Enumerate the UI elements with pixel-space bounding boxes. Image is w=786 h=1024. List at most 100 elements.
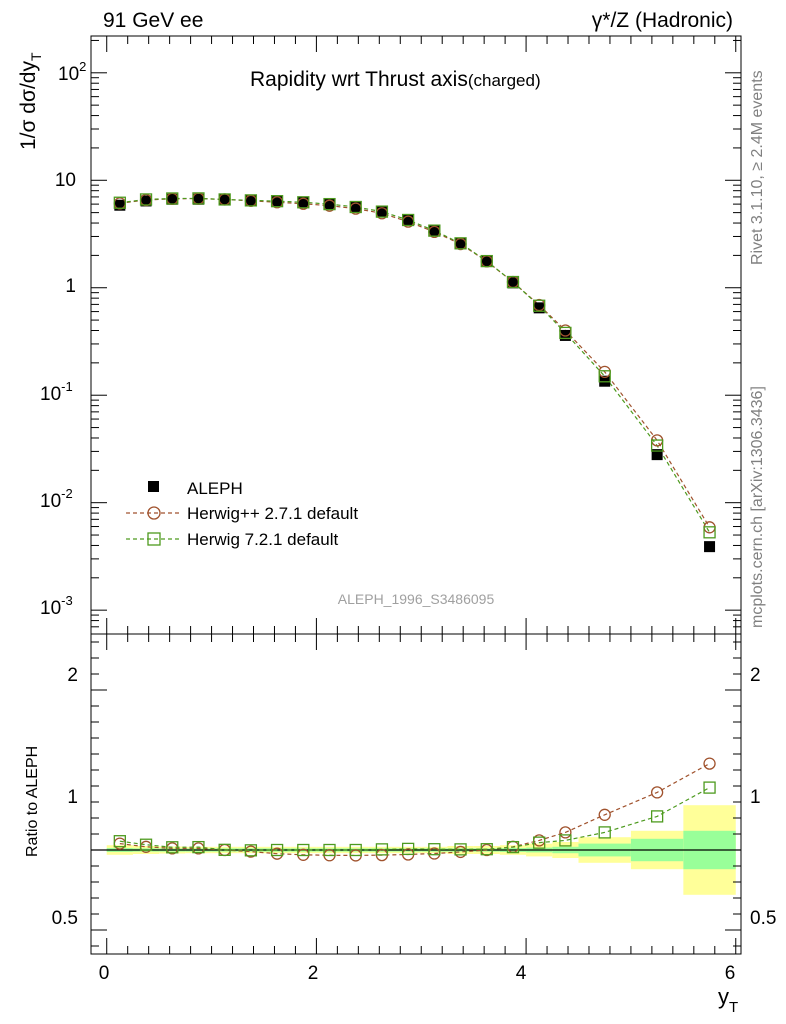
data-point-herwig7	[480, 254, 493, 268]
data-point-aleph	[245, 194, 257, 206]
ratio-point-herwig7	[480, 843, 493, 856]
data-point-aleph	[166, 193, 178, 205]
data-point-aleph	[297, 196, 309, 208]
ratio-point-herwig7	[703, 781, 716, 794]
data-point-herwig7	[533, 299, 546, 312]
data-point-aleph	[140, 195, 152, 207]
data-point-aleph	[704, 541, 716, 553]
data-point-aleph	[402, 214, 414, 226]
data-point-aleph	[481, 255, 493, 267]
ratio-y-tick-label-0p5: 0.5	[52, 908, 78, 929]
data-point-herwig7	[244, 194, 258, 207]
ratio-point-herwig7	[113, 835, 126, 848]
ratio-y-tick-label-right-1: 1	[750, 787, 761, 808]
data-point-herwig7	[349, 200, 362, 214]
main-axis-ticks	[91, 36, 741, 635]
y-axis-label: 1/σ dσ/dyT	[17, 52, 44, 150]
data-point-herwig7	[218, 193, 231, 206]
ratio-y-tick-label-right-2: 2	[750, 665, 761, 686]
ratio-point-herwig7	[139, 838, 153, 851]
data-point-herwig7	[192, 192, 205, 205]
y-tick-label-0p001: 10-3	[40, 593, 73, 619]
data-point-herwig7	[270, 195, 284, 208]
ratio-point-herwigpp	[598, 808, 611, 821]
legend-marker-aleph	[148, 481, 159, 492]
legend-label-aleph: ALEPH	[187, 479, 243, 498]
ratio-point-herwig7	[270, 843, 284, 857]
data-point-herwig7	[454, 237, 467, 250]
data-point-aleph	[114, 199, 126, 211]
ratio-point-herwig7	[349, 843, 362, 857]
ratio-y-tick-label-1: 1	[67, 787, 78, 808]
ratio-axis-ticks	[91, 634, 741, 954]
data-point-herwig7	[703, 526, 716, 539]
header-right: γ*/Z (Hadronic)	[592, 9, 733, 32]
data-point-aleph	[350, 201, 362, 213]
y-tick-label-10: 10	[55, 170, 76, 191]
data-point-herwig7	[650, 439, 664, 452]
legend-label-herwigpp: Herwig++ 2.7.1 default	[187, 504, 358, 523]
data-point-aleph	[376, 206, 388, 218]
ratio-y-axis-label: Ratio to ALEPH	[24, 746, 41, 857]
ratio-panel: 2 1 0.5 2 1 0.5 Ratio to ALEPH 0 2 4 6 y…	[24, 633, 776, 1016]
data-point-aleph	[651, 449, 663, 461]
ratio-uncertainty-bands	[91, 805, 741, 895]
ratio-point-herwig7	[533, 836, 546, 849]
data-point-aleph	[455, 238, 467, 250]
ratio-point-herwig7	[401, 842, 415, 856]
y-tick-label-0p1: 10-1	[40, 379, 73, 405]
data-point-herwig7	[323, 197, 336, 211]
data-point-herwig7	[559, 326, 572, 340]
data-point-aleph	[324, 198, 336, 210]
series-line-2	[119, 197, 711, 533]
x-tick-label-0: 0	[99, 963, 110, 984]
header-left: 91 GeV ee	[103, 9, 203, 32]
ratio-point-herwig7	[192, 840, 205, 854]
x-tick-label-2: 2	[308, 963, 319, 984]
rivet-label: Rivet 3.1.10, ≥ 2.4M events	[749, 70, 766, 265]
data-point-herwig7	[297, 196, 310, 209]
x-axis-label: yT	[718, 984, 738, 1016]
main-y-tick-labels: 102 10 1 10-1 10-2 10-3	[40, 59, 86, 619]
data-point-herwig7	[506, 275, 520, 289]
ratio-point-herwig7	[559, 834, 572, 847]
x-tick-label-6: 6	[725, 963, 736, 984]
main-panel: 102 10 1 10-1 10-2 10-3 1/σ dσ/dyT Rapid…	[17, 35, 742, 635]
ratio-point-herwigpp	[703, 757, 716, 770]
data-point-aleph	[507, 277, 519, 289]
ratio-point-herwig7	[506, 840, 520, 854]
data-point-aleph	[533, 302, 545, 314]
ratio-plot-frame	[90, 633, 742, 955]
y-tick-label-1: 1	[65, 276, 76, 297]
ratio-point-herwig7	[650, 810, 664, 823]
data-point-aleph	[192, 193, 204, 205]
legend: ALEPH Herwig++ 2.7.1 default Herwig 7.2.…	[126, 479, 358, 549]
mcplots-label: mcplots.cern.ch [arXiv:1306.3436]	[749, 386, 766, 628]
ratio-point-herwig7	[244, 844, 258, 857]
main-data-marks	[113, 192, 716, 553]
data-point-herwig7	[166, 192, 179, 205]
ratio-point-herwigpp	[559, 826, 572, 839]
data-point-herwig7	[375, 205, 389, 218]
data-point-aleph	[219, 194, 231, 206]
ratio-point-herwig7	[297, 843, 310, 857]
ratio-point-herwig7	[375, 843, 389, 856]
x-tick-label-4: 4	[516, 963, 527, 984]
series-line-1	[119, 198, 711, 528]
legend-label-herwig7: Herwig 7.2.1 default	[187, 530, 338, 549]
chart-title: Rapidity wrt Thrust axis(charged)	[250, 68, 541, 91]
legend-marker-herwigpp	[147, 506, 161, 520]
y-tick-label-100: 102	[58, 59, 86, 85]
data-point-herwig7	[401, 213, 415, 227]
ratio-y-tick-label-right-0p5: 0.5	[750, 908, 776, 929]
ratio-point-herwig7	[454, 843, 467, 856]
ratio-y-tick-label-2: 2	[67, 665, 78, 686]
y-tick-label-0p01: 10-2	[40, 486, 73, 512]
data-point-herwig7	[428, 224, 441, 237]
ratio-point-herwig7	[218, 843, 231, 856]
data-point-aleph	[271, 195, 283, 207]
data-point-herwig7	[113, 196, 126, 209]
ratio-point-herwig7	[323, 843, 336, 857]
ratio-point-herwig7	[166, 841, 179, 854]
